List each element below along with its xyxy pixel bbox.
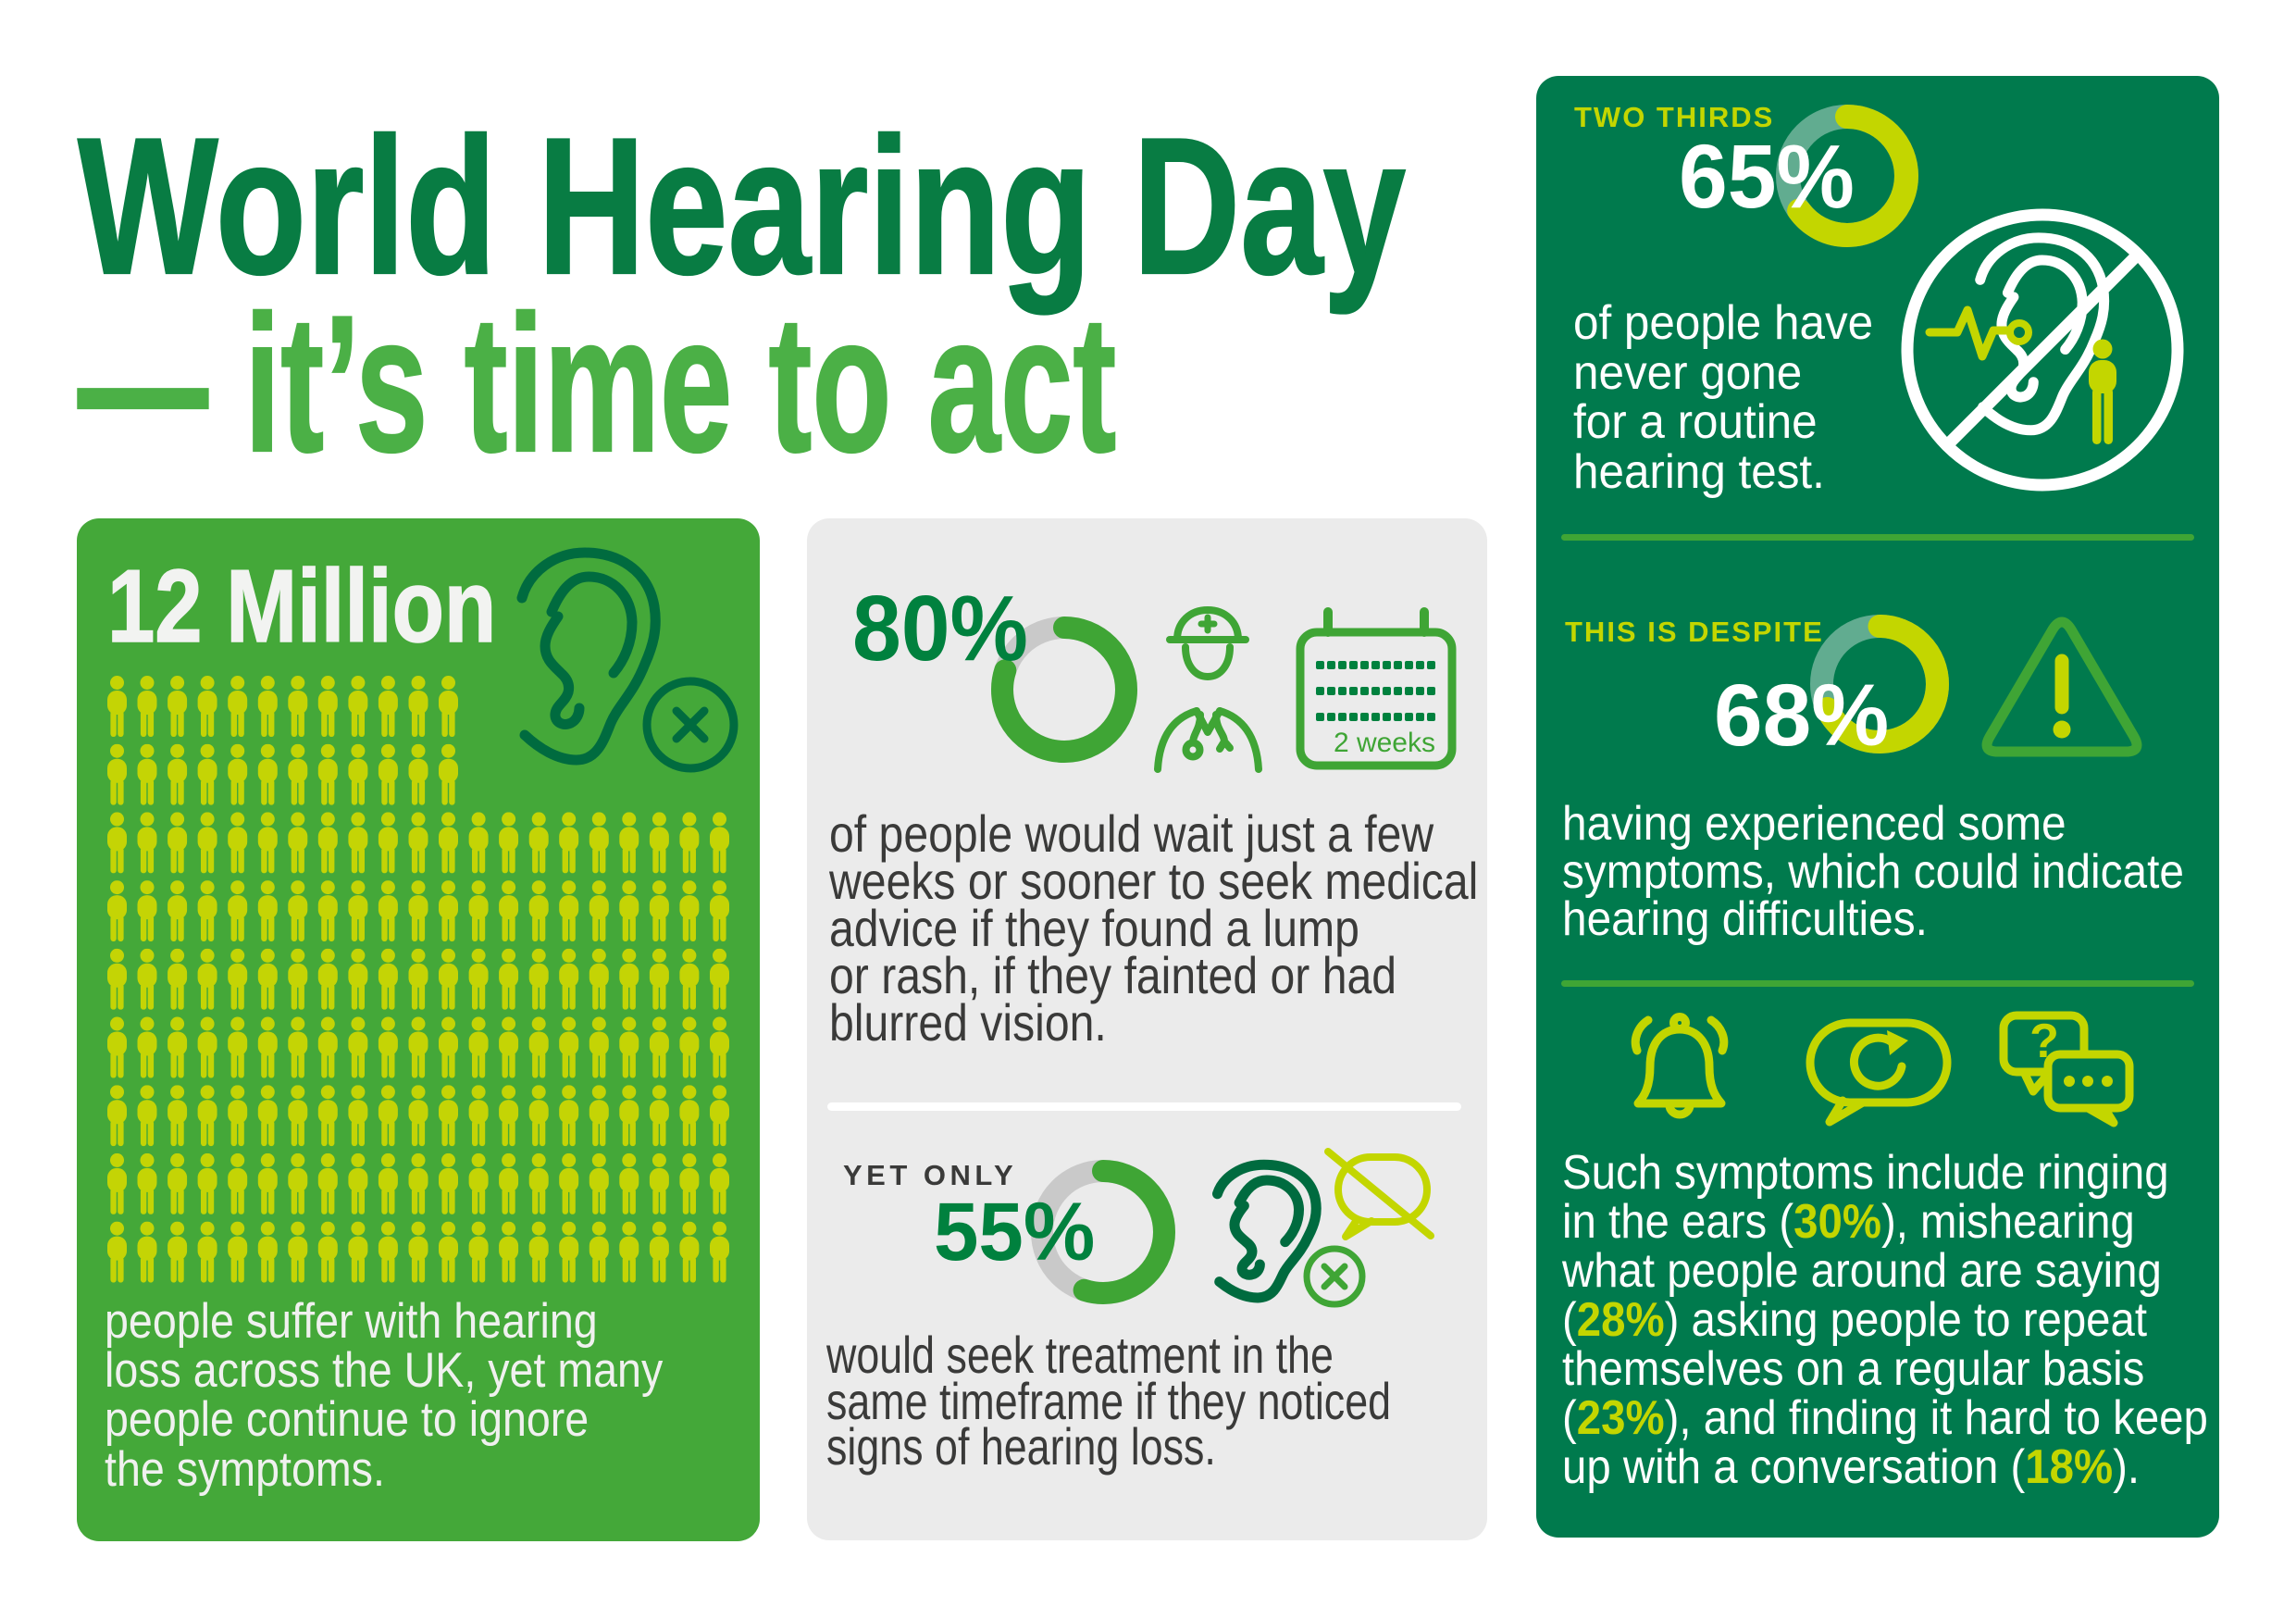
svg-text:2 weeks: 2 weeks bbox=[1334, 728, 1435, 758]
